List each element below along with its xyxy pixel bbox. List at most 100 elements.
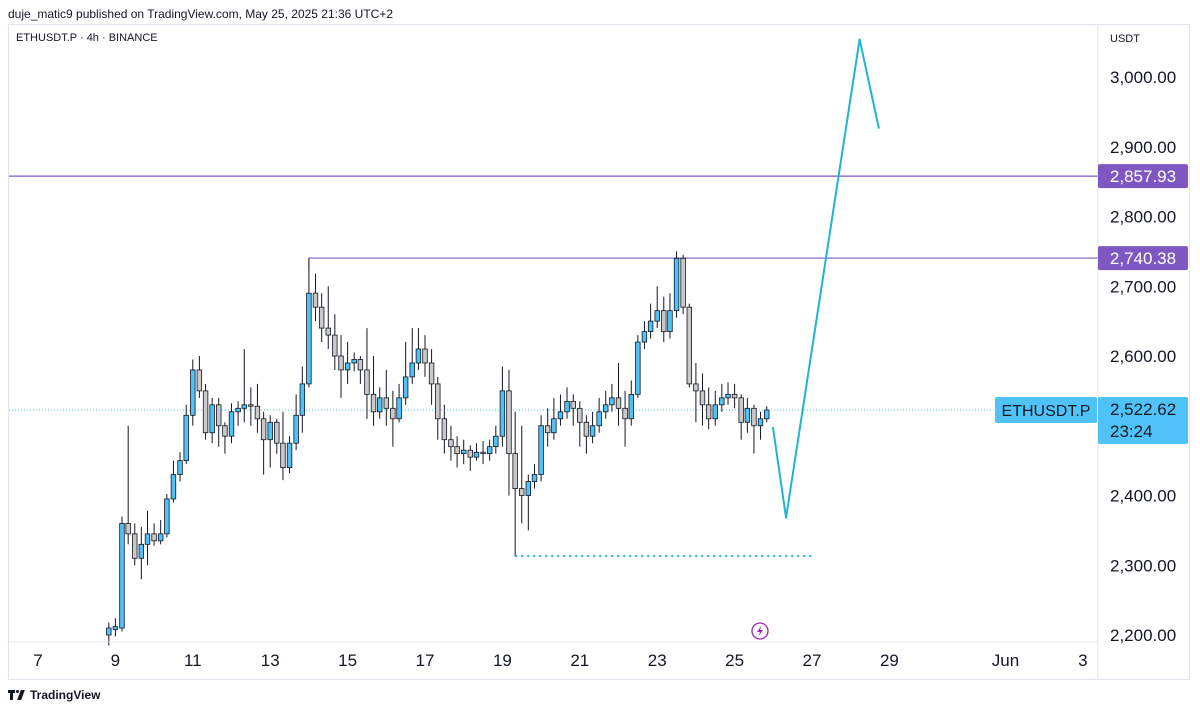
chart-frame[interactable] xyxy=(8,24,1190,680)
candle[interactable] xyxy=(609,383,615,412)
candle[interactable] xyxy=(415,328,422,370)
candle[interactable] xyxy=(318,293,325,343)
candle[interactable] xyxy=(435,376,441,440)
candle[interactable] xyxy=(551,397,557,440)
candle[interactable] xyxy=(119,516,125,632)
candle[interactable] xyxy=(202,383,209,440)
candle[interactable] xyxy=(615,362,622,426)
candle[interactable] xyxy=(151,523,157,546)
candle[interactable] xyxy=(441,404,448,454)
candle[interactable] xyxy=(577,401,583,447)
candle[interactable] xyxy=(286,436,293,474)
candle[interactable] xyxy=(647,303,654,339)
candle[interactable] xyxy=(228,403,235,444)
candle[interactable] xyxy=(138,526,145,580)
candle[interactable] xyxy=(299,366,306,433)
candle[interactable] xyxy=(589,411,596,444)
candle[interactable] xyxy=(325,286,331,350)
candle[interactable] xyxy=(661,296,667,343)
candle[interactable] xyxy=(132,523,138,566)
candle[interactable] xyxy=(731,383,738,409)
projection-path[interactable] xyxy=(771,38,880,519)
candle[interactable] xyxy=(274,418,280,454)
candle[interactable] xyxy=(293,394,299,451)
candle[interactable] xyxy=(564,387,570,419)
candle[interactable] xyxy=(596,397,602,433)
candle[interactable] xyxy=(719,383,725,412)
candle[interactable] xyxy=(667,293,673,339)
candle[interactable] xyxy=(183,404,189,465)
candle[interactable] xyxy=(190,359,196,426)
candle[interactable] xyxy=(467,445,473,472)
candle[interactable] xyxy=(267,415,273,468)
candle[interactable] xyxy=(222,422,228,454)
candle[interactable] xyxy=(557,394,564,426)
candle[interactable] xyxy=(757,411,764,440)
candle[interactable] xyxy=(241,349,247,423)
candle[interactable] xyxy=(499,366,506,447)
candle[interactable] xyxy=(177,452,183,482)
candle[interactable] xyxy=(248,387,254,426)
candle[interactable] xyxy=(235,401,241,426)
candle[interactable] xyxy=(480,441,486,465)
candle[interactable] xyxy=(112,618,119,637)
candle[interactable] xyxy=(377,387,383,419)
candle[interactable] xyxy=(144,510,151,566)
candle[interactable] xyxy=(196,356,203,398)
candle[interactable] xyxy=(764,406,770,423)
candle[interactable] xyxy=(686,303,693,388)
candle[interactable] xyxy=(448,425,454,461)
candle[interactable] xyxy=(493,425,499,454)
candle[interactable] xyxy=(216,397,222,447)
candle[interactable] xyxy=(525,474,532,531)
candle[interactable] xyxy=(338,335,344,398)
candle[interactable] xyxy=(209,397,215,444)
candle[interactable] xyxy=(473,443,480,461)
candle[interactable] xyxy=(486,439,493,461)
candle[interactable] xyxy=(164,494,170,538)
candle[interactable] xyxy=(628,380,634,426)
candle[interactable] xyxy=(370,356,377,426)
candle[interactable] xyxy=(725,382,731,405)
candle[interactable] xyxy=(351,352,357,372)
candle[interactable] xyxy=(654,286,660,329)
candle[interactable] xyxy=(170,460,177,503)
candle[interactable] xyxy=(673,251,680,318)
candle[interactable] xyxy=(364,328,370,419)
candle[interactable] xyxy=(344,342,351,384)
flash-icon[interactable] xyxy=(751,622,769,640)
candle[interactable] xyxy=(538,415,544,482)
candle[interactable] xyxy=(506,369,512,496)
candle[interactable] xyxy=(409,328,415,384)
candle[interactable] xyxy=(125,425,131,545)
candle[interactable] xyxy=(531,464,538,489)
candle[interactable] xyxy=(751,404,757,454)
candle[interactable] xyxy=(402,342,409,405)
candle[interactable] xyxy=(635,335,641,398)
candle[interactable] xyxy=(570,394,576,426)
candle[interactable] xyxy=(254,383,261,433)
candle[interactable] xyxy=(312,273,319,322)
candle[interactable] xyxy=(519,425,525,524)
candle[interactable] xyxy=(744,397,751,433)
candle[interactable] xyxy=(460,439,467,465)
candle[interactable] xyxy=(641,321,648,350)
candle[interactable] xyxy=(390,390,396,447)
candle[interactable] xyxy=(157,519,164,545)
candle[interactable] xyxy=(357,356,364,384)
candle[interactable] xyxy=(280,411,286,481)
candle[interactable] xyxy=(396,383,402,423)
candle[interactable] xyxy=(422,335,428,377)
candle[interactable] xyxy=(544,408,551,447)
candle[interactable] xyxy=(428,349,435,405)
candle[interactable] xyxy=(454,436,460,468)
candle[interactable] xyxy=(332,314,338,370)
candle[interactable] xyxy=(383,369,389,426)
candle[interactable] xyxy=(680,254,686,315)
candle[interactable] xyxy=(260,411,267,475)
candle[interactable] xyxy=(705,387,712,430)
candle[interactable] xyxy=(603,390,609,419)
candle[interactable] xyxy=(583,415,590,454)
candle[interactable] xyxy=(512,411,518,557)
candle[interactable] xyxy=(306,258,312,388)
